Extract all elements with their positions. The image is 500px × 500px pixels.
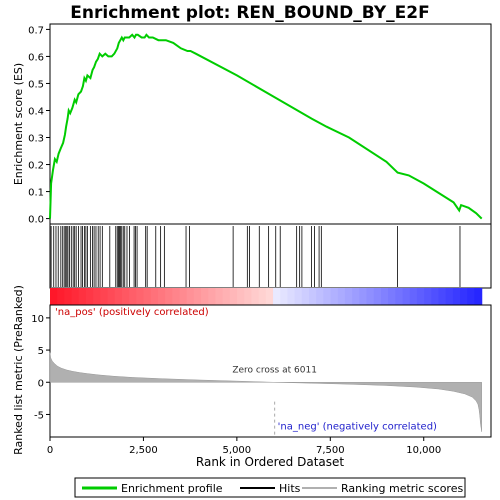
color-bar-segment	[222, 288, 231, 305]
x-tick-label: 10,000	[406, 445, 441, 456]
positive-correlation-label: 'na_pos' (positively correlated)	[55, 307, 209, 318]
color-bar-segment	[337, 288, 346, 305]
x-axis-label: Rank in Ordered Dataset	[196, 455, 344, 469]
color-bar-segment	[294, 288, 303, 305]
color-bar-segment	[143, 288, 152, 305]
es-ylabel: Enrichment score (ES)	[12, 63, 25, 185]
legend-metric-label: Ranking metric scores	[341, 482, 463, 495]
x-axis: 0 2,500 5,000 7,500 10,000	[47, 437, 441, 456]
color-bar-segment	[409, 288, 418, 305]
color-bar-segment	[373, 288, 382, 305]
color-bar-segment	[280, 288, 289, 305]
color-bar-segment	[474, 288, 483, 305]
color-bar-segment	[359, 288, 368, 305]
color-bar-segment	[344, 288, 353, 305]
zero-cross-label: Zero cross at 6011	[232, 366, 317, 376]
color-bar-segment	[416, 288, 425, 305]
enrichment-profile-line	[49, 33, 483, 220]
color-bar-segment	[308, 288, 317, 305]
es-ytick-label: 0.6	[28, 52, 44, 63]
x-tick-label: 7,500	[316, 445, 345, 456]
legend-es-label: Enrichment profile	[121, 482, 223, 495]
legend: Enrichment profile Hits Ranking metric s…	[74, 477, 466, 498]
color-bar-segment	[179, 288, 188, 305]
rank-ytick-label: 0	[38, 378, 44, 389]
color-bar-segment	[150, 288, 159, 305]
x-tick-label: 0	[47, 445, 53, 456]
color-bar-segment	[193, 288, 202, 305]
color-bar-segment	[258, 288, 267, 305]
color-bar-segment	[100, 288, 109, 305]
es-ytick-label: 0.1	[28, 188, 44, 199]
chart-title: Enrichment plot: REN_BOUND_BY_E2F	[70, 3, 429, 23]
color-bar-segment	[452, 288, 461, 305]
color-bar-segment	[287, 288, 296, 305]
color-bar-segment	[316, 288, 324, 305]
es-panel-frame	[49, 23, 492, 225]
negative-correlation-label: 'na_neg' (negatively correlated)	[278, 421, 437, 432]
es-y-axis: 0.0 0.1 0.2 0.3 0.4 0.5 0.6 0.7	[28, 25, 50, 226]
x-tick-label: 5,000	[223, 445, 252, 456]
color-bar-segment	[237, 288, 245, 305]
color-bar-segment	[244, 288, 253, 305]
color-bar-segment	[78, 288, 87, 305]
color-bar-segment	[93, 288, 101, 305]
color-bar-segment	[121, 288, 130, 305]
color-bar-segment	[424, 288, 432, 305]
color-bar-segment	[467, 288, 476, 305]
rank-ytick-label: 5	[38, 346, 44, 357]
color-bar-segment	[431, 288, 440, 305]
rank-y-axis: -5 0 5 10	[31, 314, 50, 421]
color-bar-segment	[395, 288, 404, 305]
color-bar-segment	[107, 288, 116, 305]
color-bar-segment	[251, 288, 260, 305]
color-bar-segment	[165, 288, 173, 305]
color-bar-segment	[64, 288, 73, 305]
color-bar-segment	[366, 288, 375, 305]
color-bar-segment	[352, 288, 360, 305]
es-ytick-label: 0.5	[28, 79, 44, 90]
color-bar-segment	[388, 288, 396, 305]
x-tick-label: 2,500	[129, 445, 158, 456]
color-bar-segment	[402, 288, 411, 305]
es-ytick-label: 0.0	[28, 215, 44, 226]
rank-ytick-label: -5	[34, 410, 44, 421]
color-bar-segment	[71, 288, 80, 305]
color-bar-segment	[136, 288, 145, 305]
color-bar-segment	[129, 288, 137, 305]
color-bar-segment	[215, 288, 224, 305]
color-bar-segment	[380, 288, 389, 305]
color-bar-segment	[273, 288, 281, 305]
es-ytick-label: 0.3	[28, 134, 44, 145]
color-bar-segment	[323, 288, 332, 305]
color-bar-segment	[229, 288, 238, 305]
color-bar-segment	[330, 288, 339, 305]
color-bar-segment	[172, 288, 181, 305]
color-bar-segment	[186, 288, 195, 305]
legend-hits-label: Hits	[279, 482, 301, 495]
color-bar-segment	[157, 288, 166, 305]
color-bar-segment	[265, 288, 274, 305]
rank-ylabel: Ranked list metric (PreRanked)	[12, 285, 25, 455]
color-bar-segment	[114, 288, 123, 305]
color-bar-segment	[85, 288, 94, 305]
color-bar-segment	[460, 288, 468, 305]
es-ytick-label: 0.4	[28, 106, 44, 117]
color-bar-segment	[50, 288, 58, 305]
es-ytick-label: 0.7	[28, 25, 44, 36]
hit-markers	[50, 226, 461, 287]
color-bar-segment	[445, 288, 454, 305]
rank-color-bar	[50, 288, 483, 305]
rank-ytick-label: 10	[31, 314, 44, 325]
color-bar-segment	[57, 288, 65, 305]
color-bar-segment	[438, 288, 447, 305]
color-bar-segment	[208, 288, 217, 305]
color-bar-segment	[301, 288, 310, 305]
es-ytick-label: 0.2	[28, 161, 44, 172]
color-bar-segment	[201, 288, 209, 305]
ranking-metric-area	[49, 352, 482, 432]
